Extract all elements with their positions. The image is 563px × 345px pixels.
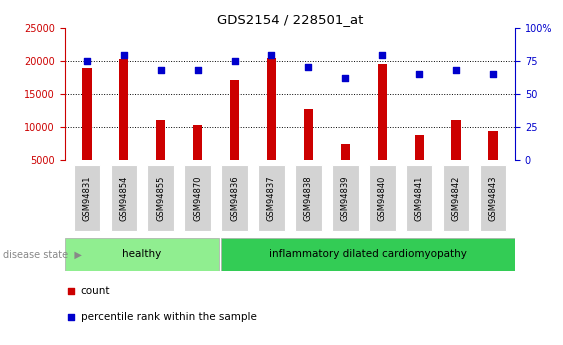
Text: inflammatory dilated cardiomyopathy: inflammatory dilated cardiomyopathy [269,249,467,259]
Bar [221,165,248,231]
Point [452,67,461,73]
Point [304,65,313,70]
Bar [82,68,92,160]
Point [82,58,91,63]
Bar [304,109,313,160]
Text: percentile rank within the sample: percentile rank within the sample [81,313,256,322]
Text: GSM94838: GSM94838 [304,176,313,221]
Bar [332,165,359,231]
Point [311,175,320,181]
Bar [156,120,166,160]
Text: count: count [81,286,110,296]
Point [156,67,165,73]
Bar [295,165,321,231]
Title: GDS2154 / 228501_at: GDS2154 / 228501_at [217,13,363,27]
Text: GSM94837: GSM94837 [267,176,276,221]
Bar [406,165,432,231]
Text: healthy: healthy [122,249,162,259]
Point [378,53,387,58]
Bar [148,165,174,231]
Point [267,53,276,58]
Bar [184,165,211,231]
Text: GSM94843: GSM94843 [489,176,498,221]
Point [341,75,350,81]
Text: GSM94836: GSM94836 [230,176,239,221]
Bar [110,165,137,231]
Bar [193,125,202,160]
Bar [452,120,461,160]
Bar [119,59,128,160]
Bar [267,58,276,160]
Bar [65,238,219,271]
Bar [230,80,239,160]
Bar [221,238,515,271]
Point [193,67,202,73]
Bar [341,144,350,160]
Text: GSM94840: GSM94840 [378,176,387,221]
Point [415,71,424,77]
Text: GSM94854: GSM94854 [119,176,128,221]
Text: GSM94842: GSM94842 [452,176,461,221]
Text: GSM94831: GSM94831 [82,176,91,221]
Bar [414,135,424,160]
Text: disease state  ▶: disease state ▶ [3,249,82,259]
Bar [443,165,470,231]
Bar [488,131,498,160]
Bar [369,165,396,231]
Point [230,58,239,63]
Bar [74,165,100,231]
Point [119,53,128,58]
Bar [480,165,506,231]
Text: GSM94855: GSM94855 [156,176,165,221]
Bar [258,165,285,231]
Point [489,71,498,77]
Bar [378,64,387,160]
Text: GSM94841: GSM94841 [415,176,424,221]
Text: GSM94839: GSM94839 [341,176,350,221]
Text: GSM94870: GSM94870 [193,176,202,221]
